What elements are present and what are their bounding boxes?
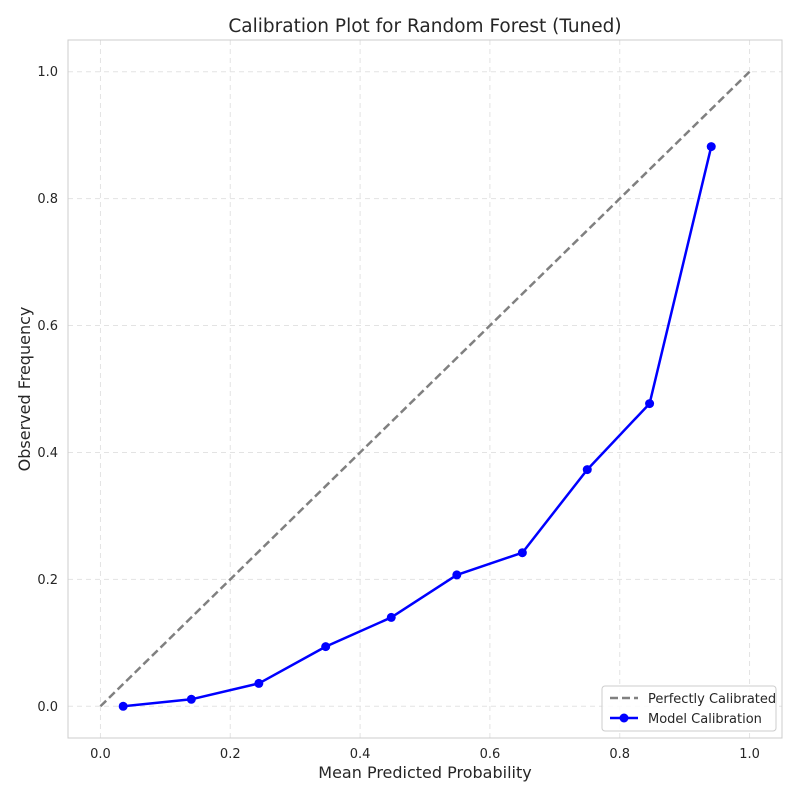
- legend-label-model-calibration: Model Calibration: [648, 712, 762, 727]
- legend-marker-model-calibration: [619, 713, 629, 723]
- x-tick-label: 0.4: [350, 747, 371, 762]
- data-point: [321, 642, 331, 652]
- legend: Perfectly Calibrated Model Calibration: [601, 685, 777, 732]
- x-tick-label: 0.0: [90, 747, 111, 762]
- x-tick-label: 0.6: [480, 747, 501, 762]
- data-point: [118, 701, 128, 711]
- data-point: [706, 142, 716, 152]
- x-tick-label: 0.2: [220, 747, 241, 762]
- y-tick-label: 0.6: [37, 319, 58, 334]
- data-point: [186, 694, 196, 704]
- series-layer: [99, 70, 751, 711]
- y-tick-label: 0.4: [37, 446, 58, 461]
- data-point: [645, 399, 655, 409]
- data-point: [582, 465, 592, 475]
- y-tick-label: 0.8: [37, 192, 58, 207]
- y-tick-label: 0.0: [37, 700, 58, 715]
- data-point: [254, 678, 264, 688]
- x-axis-title: Mean Predicted Probability: [318, 763, 531, 782]
- x-tick-label: 0.8: [609, 747, 630, 762]
- y-tick-label: 0.2: [37, 573, 58, 588]
- legend-label-perfectly-calibrated: Perfectly Calibrated: [648, 692, 776, 707]
- x-tick-label: 1.0: [739, 747, 760, 762]
- data-point: [386, 612, 396, 622]
- series-line-model-calibration: [123, 146, 713, 708]
- y-axis-ticks: 0.0 0.2 0.4 0.6 0.8 1.0: [37, 65, 58, 715]
- data-point: [452, 570, 462, 580]
- plot-frame: [67, 39, 783, 739]
- series-line-perfectly-calibrated: [99, 70, 751, 708]
- y-axis-title: Observed Frequency: [15, 307, 34, 472]
- legend-box: [601, 685, 777, 732]
- chart-title: Calibration Plot for Random Forest (Tune…: [228, 16, 621, 37]
- x-axis-ticks: 0.0 0.2 0.4 0.6 0.8 1.0: [90, 747, 760, 762]
- y-tick-label: 1.0: [37, 65, 58, 80]
- data-point: [517, 548, 527, 558]
